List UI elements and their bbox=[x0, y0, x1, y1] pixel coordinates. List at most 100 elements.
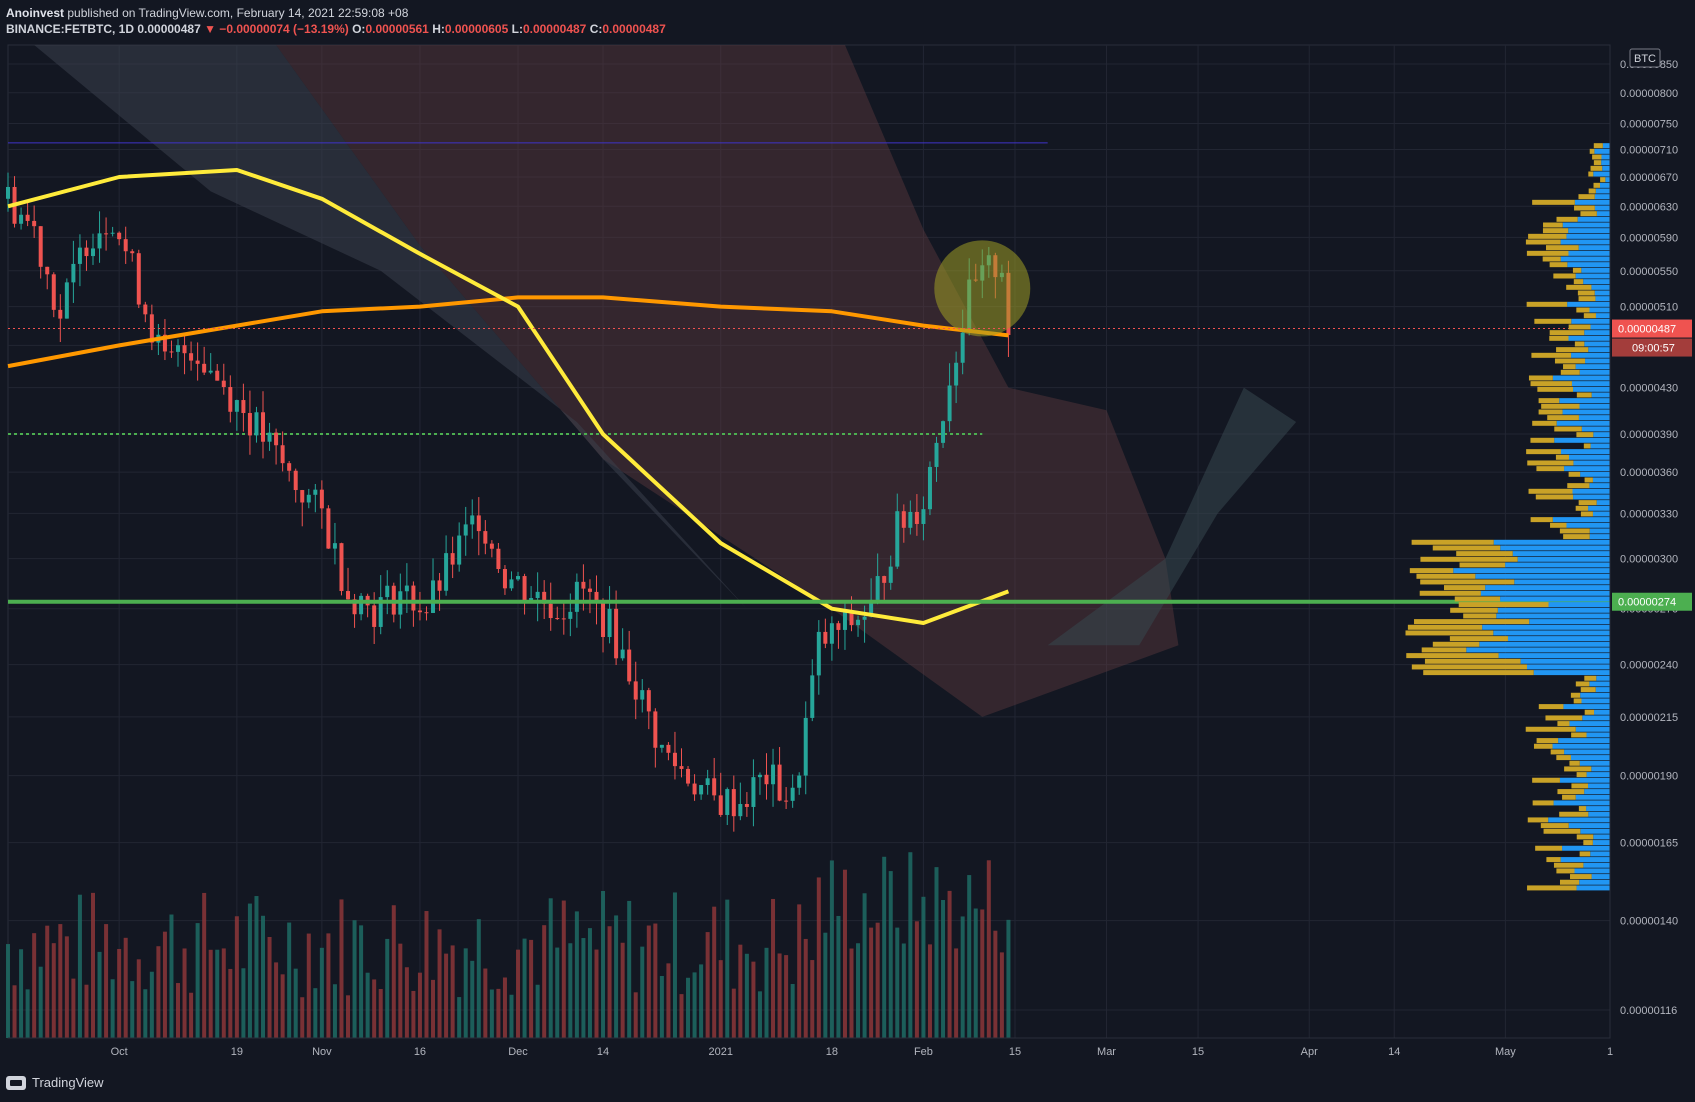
volume-bar bbox=[999, 952, 1004, 1038]
volume-profile-bar bbox=[1554, 358, 1586, 364]
volume-profile-bar bbox=[1563, 364, 1576, 370]
volume-bar bbox=[522, 938, 527, 1038]
volume-profile-bar bbox=[1600, 182, 1610, 188]
time-tick-label: Nov bbox=[312, 1046, 332, 1058]
volume-profile-bar bbox=[1542, 256, 1561, 262]
candle-body bbox=[19, 214, 24, 224]
volume-bar bbox=[699, 964, 704, 1038]
volume-bar bbox=[97, 951, 102, 1038]
last-price: 0.00000487 bbox=[137, 22, 201, 36]
candle-body bbox=[417, 610, 422, 613]
volume-profile-bar bbox=[1574, 199, 1610, 205]
volume-profile-bar bbox=[1569, 721, 1610, 727]
volume-bar bbox=[757, 991, 762, 1038]
volume-profile-bar bbox=[1517, 556, 1610, 562]
volume-profile-bar bbox=[1556, 868, 1575, 874]
volume-profile-bar bbox=[1406, 653, 1499, 659]
volume-bar bbox=[797, 904, 802, 1038]
publish-info: Anoinvest published on TradingView.com, … bbox=[6, 6, 408, 20]
volume-bar bbox=[313, 988, 318, 1038]
volume-profile-bar bbox=[1591, 284, 1610, 290]
candle-body bbox=[489, 543, 494, 549]
volume-profile-bar bbox=[1595, 296, 1610, 302]
volume-bar bbox=[1006, 919, 1011, 1038]
volume-profile-bar bbox=[1528, 375, 1553, 381]
volume-profile-bar bbox=[1537, 386, 1574, 392]
volume-bar bbox=[555, 947, 560, 1038]
volume-bar bbox=[404, 967, 409, 1038]
volume-profile-bar bbox=[1475, 573, 1610, 579]
candle-body bbox=[764, 774, 769, 785]
candle-body bbox=[404, 585, 409, 592]
volume-bar bbox=[143, 989, 148, 1038]
time-tick-label: 14 bbox=[1388, 1046, 1400, 1058]
volume-profile-bar bbox=[1552, 375, 1610, 381]
price-tick-label: 0.00000360 bbox=[1620, 467, 1678, 479]
candle-body bbox=[895, 511, 900, 567]
volume-profile-bar bbox=[1496, 613, 1610, 619]
candle-body bbox=[790, 787, 795, 801]
time-tick-label: 19 bbox=[231, 1046, 243, 1058]
volume-profile-bar bbox=[1560, 449, 1610, 455]
candle-body bbox=[267, 432, 272, 442]
volume-profile-bar bbox=[1532, 800, 1554, 806]
volume-profile-bar bbox=[1583, 840, 1593, 846]
candle-body bbox=[699, 785, 704, 795]
candle-body bbox=[110, 232, 115, 234]
volume-profile-bar bbox=[1572, 488, 1610, 494]
volume-profile-bar bbox=[1556, 216, 1578, 222]
volume-profile-bar bbox=[1556, 347, 1589, 353]
volume-bar bbox=[888, 871, 893, 1038]
volume-bar bbox=[993, 930, 998, 1038]
candle-body bbox=[659, 744, 664, 748]
volume-profile-bar bbox=[1420, 556, 1518, 562]
volume-profile-bar bbox=[1559, 777, 1610, 783]
candle-body bbox=[378, 597, 383, 627]
volume-bar bbox=[614, 915, 619, 1038]
candle-body bbox=[306, 494, 311, 503]
volume-profile-bar bbox=[1596, 675, 1610, 681]
price-tick-label: 0.00000430 bbox=[1620, 383, 1678, 395]
candle-body bbox=[555, 618, 560, 620]
volume-profile-bar bbox=[1576, 834, 1594, 840]
volume-profile-bar bbox=[1580, 511, 1593, 517]
candle-body bbox=[463, 524, 468, 536]
candle-body bbox=[143, 304, 148, 315]
volume-bar bbox=[849, 948, 854, 1038]
volume-profile-bar bbox=[1586, 806, 1610, 812]
volume-bar bbox=[64, 936, 69, 1038]
ichimoku-cloud-future bbox=[1047, 387, 1297, 646]
candle-body bbox=[731, 789, 736, 817]
volume-profile-bar bbox=[1533, 670, 1610, 676]
volume-profile-bar bbox=[1581, 426, 1610, 432]
close-key: C: bbox=[589, 22, 603, 36]
tradingview-brand[interactable]: TradingView bbox=[6, 1075, 104, 1090]
candle-body bbox=[202, 363, 207, 373]
volume-profile-bar bbox=[1559, 879, 1580, 885]
volume-bar bbox=[986, 860, 991, 1038]
volume-profile-bar bbox=[1602, 165, 1610, 171]
volume-bar bbox=[581, 938, 586, 1038]
volume-bar bbox=[359, 925, 364, 1038]
volume-profile-bar bbox=[1577, 290, 1595, 296]
volume-bar bbox=[293, 968, 298, 1038]
volume-bar bbox=[882, 856, 887, 1038]
candle-body bbox=[450, 553, 455, 565]
candle-body bbox=[319, 489, 324, 509]
candle-body bbox=[653, 711, 658, 748]
volume-bar bbox=[287, 922, 292, 1038]
volume-bar bbox=[470, 960, 475, 1038]
candle-body bbox=[954, 362, 959, 386]
volume-profile-bar bbox=[1568, 335, 1610, 341]
volume-bar bbox=[202, 892, 207, 1038]
volume-bar bbox=[869, 927, 874, 1038]
candle-body bbox=[601, 600, 606, 638]
candle-body bbox=[797, 775, 802, 788]
candle-body bbox=[58, 309, 63, 319]
volume-profile-bar bbox=[1584, 341, 1610, 347]
time-tick-label: 16 bbox=[414, 1046, 426, 1058]
volume-profile-bar bbox=[1570, 755, 1610, 761]
volume-profile-bar bbox=[1594, 290, 1610, 296]
candle-body bbox=[104, 233, 109, 235]
